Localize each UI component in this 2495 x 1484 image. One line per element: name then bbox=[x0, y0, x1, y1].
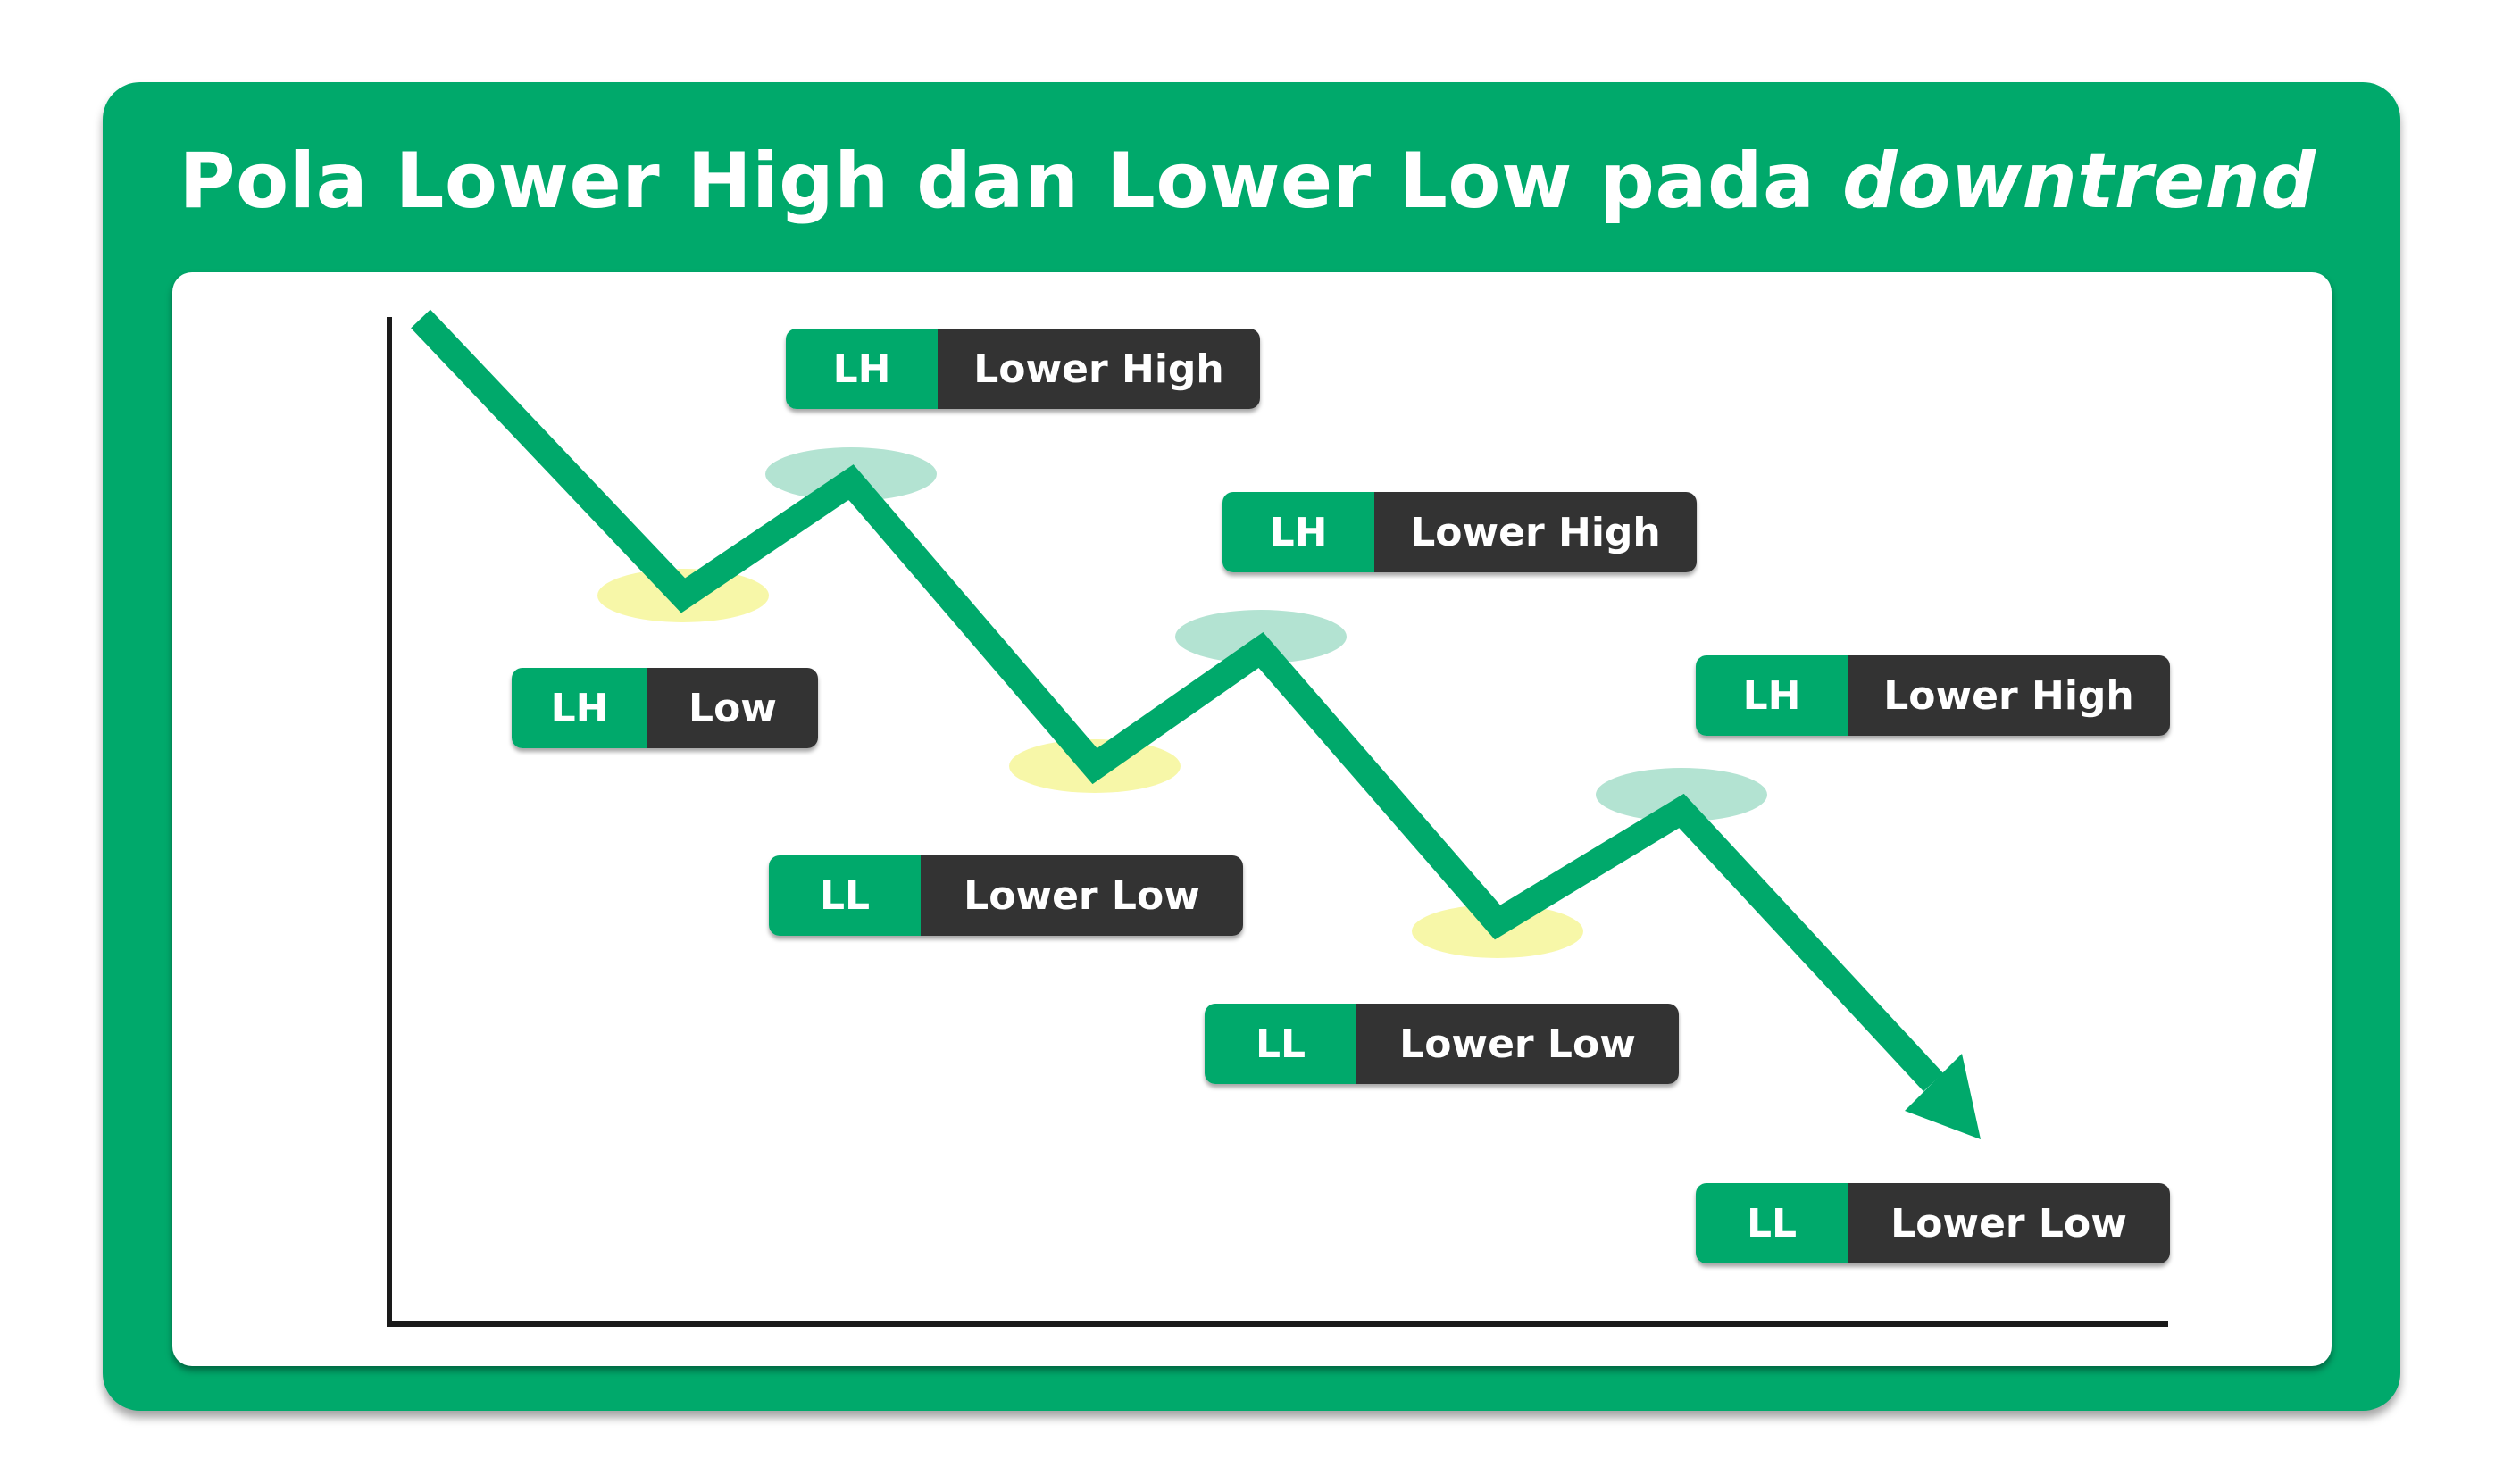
badge-label: Lower High bbox=[1848, 655, 2170, 736]
badge-lower-high-2: LH Lower High bbox=[1222, 492, 1697, 572]
badge-lower-high-1: LH Lower High bbox=[786, 329, 1260, 409]
downtrend-line bbox=[411, 309, 1943, 1092]
badge-code: LL bbox=[1696, 1183, 1848, 1263]
badge-label: Lower High bbox=[938, 329, 1260, 409]
badge-code: LH bbox=[1222, 492, 1374, 572]
title-main: Pola Lower High dan Lower Low pada bbox=[179, 137, 1842, 226]
page-title: Pola Lower High dan Lower Low pada downt… bbox=[0, 123, 2495, 239]
badge-lower-high-3: LH Lower High bbox=[1696, 655, 2170, 736]
title-emphasis: downtrend bbox=[1841, 137, 2316, 226]
badge-label: Lower Low bbox=[1356, 1004, 1679, 1084]
badge-code: LL bbox=[1205, 1004, 1356, 1084]
badge-label: Lower High bbox=[1374, 492, 1697, 572]
badge-label: Lower Low bbox=[921, 855, 1243, 936]
swing-high-marker bbox=[1596, 768, 1767, 821]
badge-code: LL bbox=[769, 855, 921, 936]
badge-lower-low-1: LL Lower Low bbox=[769, 855, 1243, 936]
badge-code: LH bbox=[1696, 655, 1848, 736]
badge-label: Low bbox=[647, 668, 818, 748]
arrow-head-icon bbox=[1905, 1054, 1981, 1139]
badge-lower-low-2: LL Lower Low bbox=[1205, 1004, 1679, 1084]
badge-lower-low-3: LL Lower Low bbox=[1696, 1183, 2170, 1263]
badge-code: LH bbox=[786, 329, 938, 409]
badge-label: Lower Low bbox=[1848, 1183, 2170, 1263]
badge-low: LH Low bbox=[512, 668, 818, 748]
badge-code: LH bbox=[512, 668, 647, 748]
